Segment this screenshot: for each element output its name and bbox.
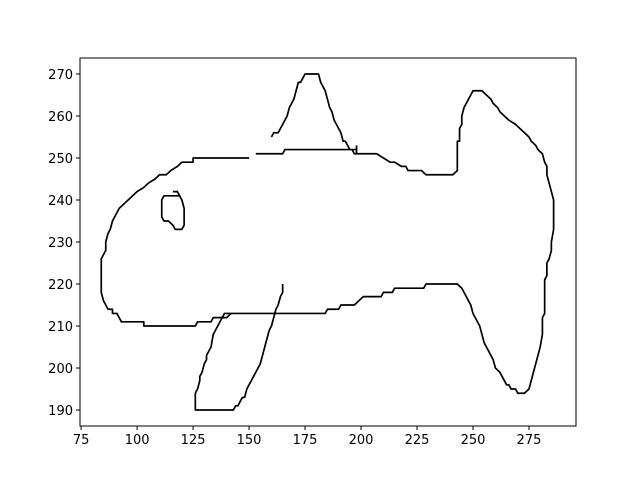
x-tick-label: 100 — [125, 433, 150, 448]
x-tick-label: 75 — [73, 433, 90, 448]
x-tick-label: 275 — [517, 433, 542, 448]
y-tick-label: 210 — [48, 320, 73, 335]
y-tick-label: 260 — [48, 110, 73, 125]
y-tick-label: 240 — [48, 194, 73, 209]
x-tick-label: 200 — [349, 433, 374, 448]
x-tick-label: 150 — [237, 433, 262, 448]
x-tick-label: 175 — [293, 433, 318, 448]
x-tick-label: 225 — [405, 433, 430, 448]
y-tick-label: 200 — [48, 362, 73, 377]
y-tick-label: 230 — [48, 236, 73, 251]
plot-area — [79, 57, 577, 427]
y-tick-label: 220 — [48, 278, 73, 293]
y-tick-label: 190 — [48, 404, 73, 419]
y-tick-label: 270 — [48, 68, 73, 83]
outline-line — [100, 73, 555, 411]
y-tick-label: 250 — [48, 152, 73, 167]
x-tick-label: 125 — [181, 433, 206, 448]
x-tick-label: 250 — [461, 433, 486, 448]
